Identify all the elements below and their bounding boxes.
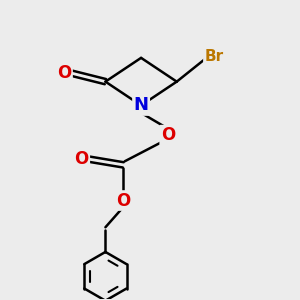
Text: O: O bbox=[57, 64, 71, 82]
Text: O: O bbox=[116, 191, 130, 209]
Text: N: N bbox=[134, 96, 148, 114]
Text: O: O bbox=[161, 126, 175, 144]
Text: Br: Br bbox=[204, 49, 224, 64]
Text: O: O bbox=[74, 150, 89, 168]
